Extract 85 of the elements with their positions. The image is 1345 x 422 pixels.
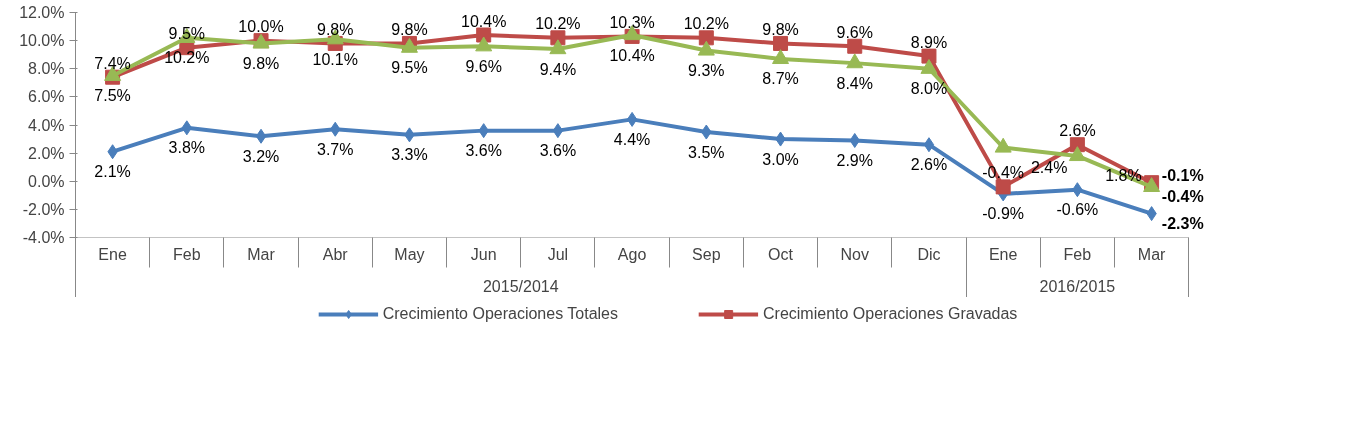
x-tick-label: Jul xyxy=(547,245,569,263)
x-tick-label: Ene xyxy=(98,245,127,263)
text: 2015/2014 xyxy=(482,277,559,295)
x-tick-label: Oct xyxy=(768,245,794,263)
x-tick-label: Sep xyxy=(692,245,721,263)
y-tick-label: 8.0% xyxy=(28,60,65,78)
data-label: -0.4% xyxy=(1161,188,1204,206)
point xyxy=(846,53,864,69)
data-label: 7.5% xyxy=(94,87,131,105)
point xyxy=(1068,146,1086,162)
data-label: 10.3% xyxy=(609,13,655,31)
data-label: 9.3% xyxy=(688,61,725,79)
data-label: 7.4% xyxy=(94,54,131,72)
data-label: -2.3% xyxy=(1161,215,1204,233)
y-tick-label: -2.0% xyxy=(22,200,65,218)
data-label: 3.8% xyxy=(168,139,206,157)
data-label: -0.9% xyxy=(982,205,1025,223)
x-tick-label: Feb xyxy=(173,245,201,263)
x-tick-label: Dic xyxy=(917,245,941,263)
point xyxy=(772,49,790,65)
x-tick-label: Jun xyxy=(470,245,497,263)
y-tick-label: 6.0% xyxy=(28,88,65,106)
data-label: 9.8% xyxy=(762,20,799,38)
data-label: 3.0% xyxy=(762,150,799,168)
point xyxy=(920,59,938,74)
point xyxy=(847,38,863,54)
data-label: 9.8% xyxy=(317,20,354,38)
data-label: 10.2% xyxy=(164,49,210,67)
y-tick-label: 0.0% xyxy=(28,172,65,190)
point xyxy=(921,48,937,64)
point xyxy=(698,30,714,46)
data-label: 4.4% xyxy=(613,130,651,148)
x-tick-label: Mar xyxy=(247,245,276,263)
data-label: 10.4% xyxy=(460,12,507,30)
data-label: 3.3% xyxy=(391,146,428,164)
data-label: 2.1% xyxy=(94,163,131,181)
data-label: -0.6% xyxy=(1056,201,1099,219)
data-label: 9.4% xyxy=(539,60,577,78)
data-label: 10.0% xyxy=(238,18,284,36)
data-label: 8.9% xyxy=(910,33,948,51)
point xyxy=(697,40,715,56)
data-label: 3.7% xyxy=(317,140,354,158)
point xyxy=(475,36,493,52)
data-label: 9.5% xyxy=(391,59,428,77)
data-label: 8.4% xyxy=(836,74,873,92)
data-label: 10.1% xyxy=(312,50,358,68)
point xyxy=(773,35,789,51)
x-tick-label: Abr xyxy=(322,245,349,263)
data-label: 9.6% xyxy=(836,23,873,41)
point xyxy=(549,39,567,55)
data-label: -0.1% xyxy=(1161,167,1204,185)
y-tick-label: -4.0% xyxy=(22,229,65,246)
data-label: 3.5% xyxy=(688,143,725,161)
legend-label: Crecimiento Operaciones Gravadas xyxy=(763,305,1018,323)
x-tick-label: Ene xyxy=(988,245,1018,263)
point xyxy=(255,128,267,144)
point xyxy=(995,179,1011,195)
data-label: 3.6% xyxy=(465,142,502,160)
x-tick-label: Feb xyxy=(1063,245,1092,263)
data-label: 9.8% xyxy=(242,54,280,72)
data-label: 10.2% xyxy=(683,15,730,33)
data-label: 9.8% xyxy=(391,20,428,38)
data-label: 10.4% xyxy=(609,46,655,64)
data-label: 10.2% xyxy=(535,15,581,33)
legend-label: Crecimiento Operaciones Totales xyxy=(382,305,619,323)
data-label: 3.6% xyxy=(539,142,577,160)
point xyxy=(552,123,564,139)
data-label: 3.2% xyxy=(242,147,280,165)
y-tick-label: 2.0% xyxy=(28,144,65,162)
data-label: 8.0% xyxy=(910,80,948,98)
data-label: 2.6% xyxy=(1059,122,1096,140)
x-tick-label: Nov xyxy=(840,245,869,263)
y-tick-label: 4.0% xyxy=(28,116,65,134)
point xyxy=(626,111,638,127)
data-label: 8.7% xyxy=(762,70,799,88)
x-tick-label: Mar xyxy=(1137,245,1167,263)
text: 2016/2015 xyxy=(1039,277,1116,295)
point xyxy=(923,137,935,153)
x-tick-label: Ago xyxy=(617,245,647,263)
y-tick-label: 12.0% xyxy=(19,4,65,21)
y-tick-label: 10.0% xyxy=(19,32,65,50)
data-label: 2.6% xyxy=(910,156,948,174)
data-label: 2.9% xyxy=(836,151,873,169)
x-tick-label: May xyxy=(394,245,425,263)
data-label: 9.6% xyxy=(465,57,502,75)
